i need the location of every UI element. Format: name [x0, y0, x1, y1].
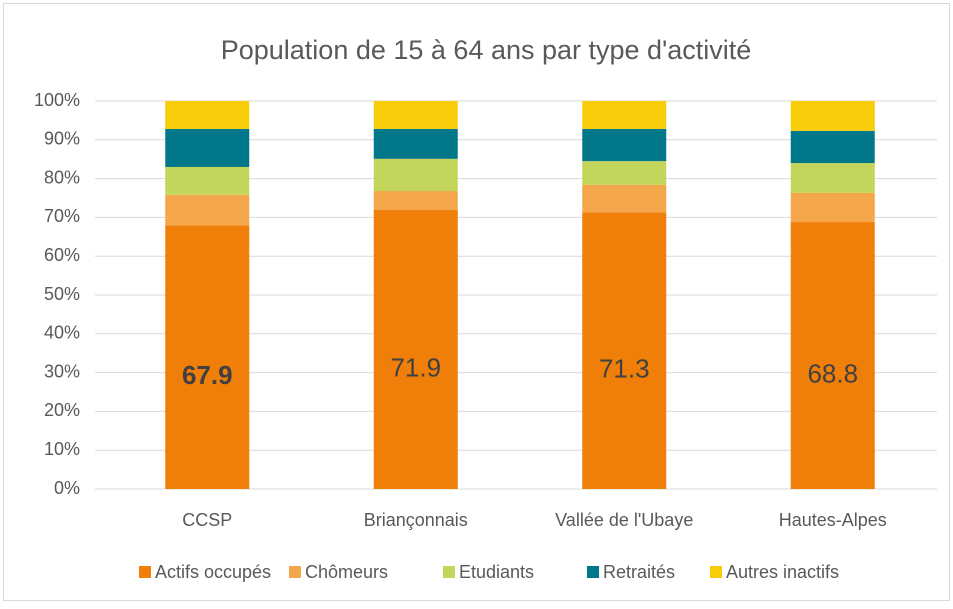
y-tick-label: 90%	[44, 129, 80, 149]
y-tick-label: 40%	[44, 323, 80, 343]
bar-segment	[373, 210, 458, 489]
y-tick-label: 20%	[44, 400, 80, 420]
bar-segment	[582, 101, 667, 129]
y-tick-label: 0%	[54, 478, 80, 498]
bar-segment	[790, 222, 875, 489]
x-tick-label: Vallée de l'Ubaye	[555, 510, 693, 530]
legend-swatch	[443, 566, 455, 578]
bar-segment	[790, 163, 875, 193]
legend-label: Etudiants	[459, 562, 534, 582]
y-tick-label: 50%	[44, 284, 80, 304]
legend-label: Retraités	[603, 562, 675, 582]
bar-segment	[790, 101, 875, 131]
bar-segment	[373, 101, 458, 129]
bar-segment	[582, 212, 667, 489]
y-tick-label: 30%	[44, 361, 80, 381]
x-tick-label: Briançonnais	[364, 510, 468, 530]
legend-swatch	[710, 566, 722, 578]
y-tick-label: 80%	[44, 167, 80, 187]
chart-title: Population de 15 à 64 ans par type d'act…	[221, 35, 752, 65]
bar-segment	[582, 161, 667, 185]
x-tick-label: CCSP	[182, 510, 232, 530]
legend-swatch	[289, 566, 301, 578]
bar-segment	[165, 166, 250, 195]
y-tick-label: 60%	[44, 245, 80, 265]
y-tick-label: 70%	[44, 206, 80, 226]
bar-segment	[373, 191, 458, 211]
y-tick-label: 100%	[34, 90, 80, 110]
bar-segment	[165, 128, 250, 167]
legend-label: Autres inactifs	[726, 562, 839, 582]
y-tick-label: 10%	[44, 439, 80, 459]
bar-segment	[373, 128, 458, 159]
bar-segment	[790, 192, 875, 223]
bar-segment	[165, 194, 250, 226]
x-tick-label: Hautes-Alpes	[779, 510, 887, 530]
bar-segment	[582, 184, 667, 213]
data-label: 71.3	[599, 354, 650, 384]
data-label: 71.9	[390, 352, 441, 382]
legend-swatch	[139, 566, 151, 578]
legend-swatch	[587, 566, 599, 578]
data-label: 67.9	[182, 360, 233, 390]
legend-label: Chômeurs	[305, 562, 388, 582]
legend-label: Actifs occupés	[155, 562, 271, 582]
data-label: 68.8	[807, 358, 858, 388]
bar-segment	[165, 225, 250, 489]
bar-segment	[582, 128, 667, 162]
bar-segment	[373, 158, 458, 192]
bar-segment	[165, 101, 250, 129]
bar-segment	[790, 130, 875, 164]
